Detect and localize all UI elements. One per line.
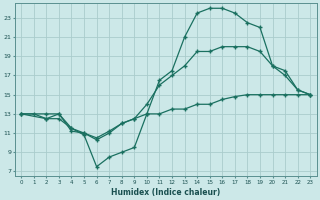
X-axis label: Humidex (Indice chaleur): Humidex (Indice chaleur) (111, 188, 220, 197)
